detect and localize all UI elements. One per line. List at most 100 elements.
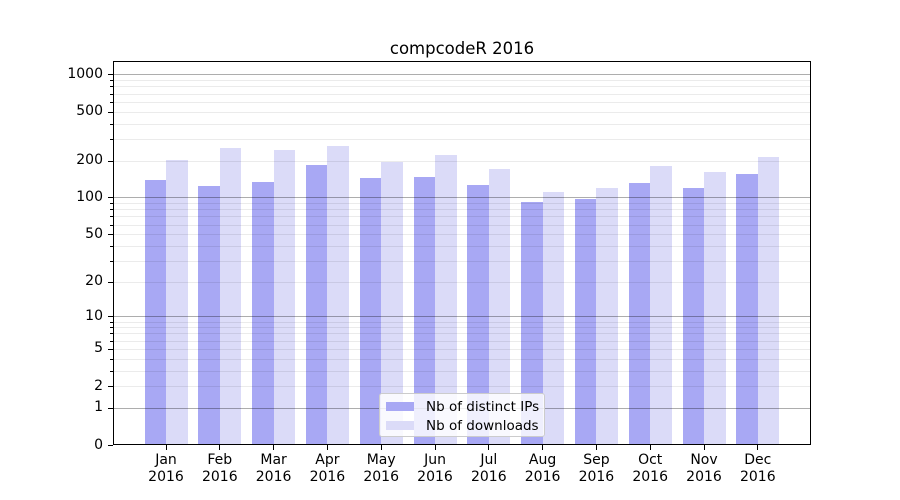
y-tick-label: 0 (94, 436, 103, 453)
x-tick-label: Jun 2016 (395, 452, 475, 486)
minor-gridline (114, 138, 810, 140)
y-tick (108, 281, 113, 283)
x-tick (273, 445, 275, 450)
legend: Nb of distinct IPs Nb of downloads (379, 393, 545, 437)
minor-gridline (114, 209, 810, 211)
major-gridline (114, 74, 810, 76)
y-minor-tick (110, 281, 113, 283)
x-tick-label-line: 2016 (309, 469, 346, 485)
bar-downloads (166, 160, 188, 445)
minor-gridline (114, 86, 810, 88)
x-tick-label-line: Feb (207, 452, 233, 468)
bar-downloads (704, 172, 726, 445)
minor-gridline (114, 321, 810, 323)
y-minor-tick (110, 260, 113, 262)
y-tick-label: 100 (76, 188, 103, 205)
x-tick-label: Apr 2016 (287, 452, 367, 486)
minor-gridline (114, 348, 810, 350)
x-tick-label-line: Dec (744, 452, 772, 468)
x-tick-label-line: Jan (155, 452, 177, 468)
x-tick (595, 445, 597, 450)
y-minor-tick (110, 203, 113, 205)
legend-label: Nb of downloads (426, 417, 539, 434)
y-tick (108, 407, 113, 409)
y-minor-tick (110, 386, 113, 388)
x-tick-label: Jul 2016 (449, 452, 529, 486)
x-tick-label-line: Jul (480, 452, 498, 468)
x-tick (649, 445, 651, 450)
x-tick-label-line: 2016 (201, 469, 238, 485)
y-tick-label: 10 (85, 307, 103, 324)
y-minor-tick (110, 86, 113, 88)
x-tick-label: Aug 2016 (503, 452, 583, 486)
minor-gridline (114, 358, 810, 360)
minor-gridline (114, 327, 810, 329)
x-tick (219, 445, 221, 450)
y-minor-tick (110, 340, 113, 342)
x-tick (757, 445, 759, 450)
y-minor-tick (110, 160, 113, 162)
y-minor-tick (110, 216, 113, 218)
x-tick (488, 445, 490, 450)
y-minor-tick (110, 358, 113, 360)
y-tick (108, 111, 113, 113)
y-minor-tick (110, 111, 113, 113)
minor-gridline (114, 93, 810, 95)
minor-gridline (114, 386, 810, 388)
x-tick-label-line: Sep (583, 452, 610, 468)
x-tick (326, 445, 328, 450)
minor-gridline (114, 123, 810, 125)
y-minor-tick (110, 80, 113, 82)
minor-gridline (114, 281, 810, 283)
y-minor-tick (110, 327, 113, 329)
legend-label: Nb of distinct IPs (426, 398, 540, 415)
x-tick-label: May 2016 (341, 452, 421, 486)
x-tick (380, 445, 382, 450)
y-minor-tick (110, 209, 113, 211)
x-tick-label: Sep 2016 (556, 452, 636, 486)
x-tick (165, 445, 167, 450)
y-minor-tick (110, 93, 113, 95)
minor-gridline (114, 203, 810, 205)
minor-gridline (114, 101, 810, 103)
y-minor-tick (110, 370, 113, 372)
bar-downloads (650, 165, 672, 445)
y-minor-tick (110, 123, 113, 125)
y-minor-tick (110, 245, 113, 247)
x-tick (434, 445, 436, 450)
bar-downloads (596, 187, 618, 445)
y-tick-label: 1 (94, 399, 103, 416)
bar-distinct-ips (252, 181, 274, 445)
chart-title: compcodeR 2016 (389, 39, 535, 58)
x-tick-label-line: 2016 (686, 469, 722, 485)
minor-gridline (114, 80, 810, 82)
bar-distinct-ips (198, 186, 220, 445)
y-tick (108, 234, 113, 236)
bar-downloads (273, 149, 296, 445)
minor-gridline (114, 245, 810, 247)
x-tick-label-line: 2016 (739, 469, 776, 485)
x-tick-label-line: 2016 (255, 469, 292, 485)
y-tick (108, 348, 113, 350)
minor-gridline (114, 111, 810, 113)
x-tick-label-line: Apr (315, 452, 340, 468)
x-tick-label-line: Nov (690, 452, 718, 468)
x-tick-label-line: 2016 (417, 469, 453, 485)
plot-border (113, 61, 811, 445)
y-minor-tick (110, 101, 113, 103)
bar-distinct-ips (144, 180, 166, 445)
minor-gridline (114, 224, 810, 226)
minor-gridline (114, 370, 810, 372)
x-tick-label-line: 2016 (470, 469, 507, 485)
y-tick-label: 200 (76, 152, 103, 169)
minor-gridline (114, 340, 810, 342)
y-tick-label: 20 (85, 273, 103, 290)
y-minor-tick (110, 348, 113, 350)
minor-gridline (114, 260, 810, 262)
y-tick (108, 160, 113, 162)
x-tick-label: Nov 2016 (664, 452, 744, 486)
y-tick-label: 2 (94, 377, 103, 394)
x-tick-label: Dec 2016 (718, 452, 798, 486)
x-tick (703, 445, 705, 450)
bar-distinct-ips (574, 198, 597, 445)
